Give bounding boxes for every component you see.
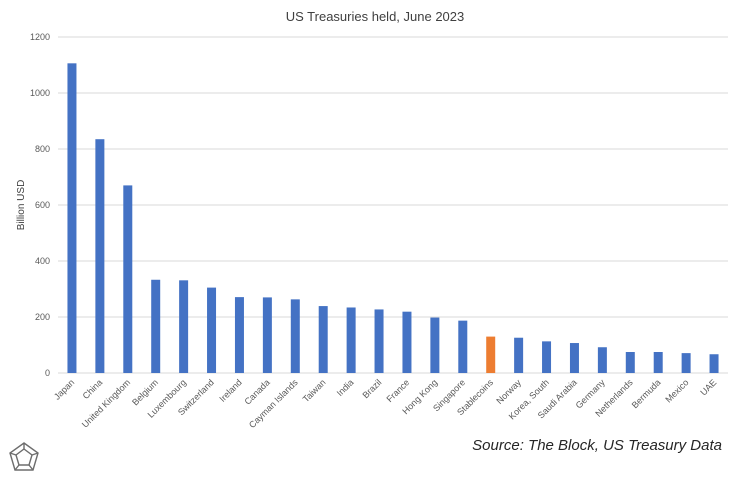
x-tick-label: China — [81, 377, 105, 401]
x-tick-label: Ireland — [217, 377, 244, 404]
bar — [123, 185, 133, 373]
bar — [709, 354, 719, 373]
x-tick-label: Bermuda — [630, 377, 663, 410]
bar — [458, 320, 468, 373]
bar — [402, 311, 412, 373]
x-tick-label: Brazil — [360, 377, 383, 400]
y-tick-label: 400 — [35, 256, 50, 266]
gridlines — [58, 36, 728, 374]
y-axis-ticks: 0 200 400 600 800 1000 1200 — [30, 32, 50, 378]
bar — [207, 287, 217, 373]
bar — [430, 317, 440, 373]
the-block-logo-icon — [9, 442, 39, 471]
x-tick-label: Taiwan — [301, 377, 328, 404]
x-tick-label: India — [335, 377, 356, 398]
bar — [542, 341, 552, 373]
bar — [151, 279, 161, 373]
bar — [569, 343, 579, 373]
y-tick-label: 200 — [35, 312, 50, 322]
bar — [290, 299, 300, 373]
bar — [234, 297, 244, 373]
bar — [179, 280, 189, 373]
bar — [625, 352, 635, 373]
y-tick-label: 0 — [45, 368, 50, 378]
y-axis-label: Billion USD — [16, 180, 27, 231]
x-tick-label: France — [384, 377, 411, 404]
y-tick-label: 1200 — [30, 32, 50, 42]
x-tick-label: Japan — [52, 377, 76, 401]
chart-title: US Treasuries held, June 2023 — [286, 9, 465, 24]
bars — [67, 63, 719, 373]
bar — [346, 307, 356, 373]
y-tick-label: 1000 — [30, 88, 50, 98]
y-tick-label: 800 — [35, 144, 50, 154]
bar — [514, 337, 524, 373]
x-tick-label: UAE — [698, 377, 718, 397]
bar — [95, 139, 105, 373]
bar — [597, 347, 607, 373]
bar — [67, 63, 77, 373]
bar — [262, 297, 272, 373]
source-note: Source: The Block, US Treasury Data — [472, 437, 722, 454]
bar — [486, 336, 496, 373]
x-tick-label: Mexico — [663, 377, 690, 404]
bar — [653, 352, 663, 373]
bar — [681, 353, 691, 373]
bar — [318, 306, 328, 373]
y-tick-label: 600 — [35, 200, 50, 210]
bar — [374, 309, 384, 373]
x-tick-label: Cayman Islands — [247, 377, 300, 430]
x-tick-label: United Kingdom — [80, 377, 132, 429]
